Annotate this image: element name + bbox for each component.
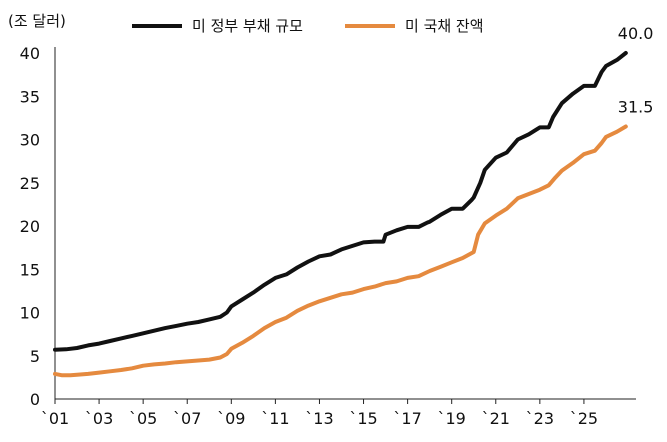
y-tick-label: 20 [20, 217, 40, 236]
y-tick-label: 10 [20, 304, 40, 323]
x-tick-label: `15 [349, 409, 377, 428]
legend-label-2: 미 국채 잔액 [405, 17, 484, 35]
y-tick-label: 0 [30, 390, 40, 409]
y-tick-label: 35 [20, 87, 40, 106]
series-line-1 [53, 51, 628, 352]
series-line-2 [53, 124, 628, 378]
x-tick-label: `05 [129, 409, 157, 428]
x-tick-label: `01 [41, 409, 69, 428]
y-tick-labels: 0 5 10 15 20 25 30 35 40 [20, 44, 40, 409]
end-value-label-2: 31.5 [618, 98, 654, 117]
y-tick-label: 40 [20, 44, 40, 63]
x-tick-label: `17 [393, 409, 421, 428]
x-tick-label: `23 [526, 409, 554, 428]
x-tick-label: `03 [85, 409, 113, 428]
y-tick-label: 15 [20, 260, 40, 279]
x-tick-labels: `01 `03 `05 `07 `09 `11 `13 `15 `17 `19 `21 `23 `25 [41, 399, 598, 428]
x-tick-label: `07 [173, 409, 201, 428]
y-tick-label: 30 [20, 131, 40, 150]
y-tick-label: 25 [20, 174, 40, 193]
legend-label-1: 미 정부 부채 규모 [192, 17, 303, 35]
x-tick-label: `25 [570, 409, 598, 428]
end-value-label-1: 40.0 [618, 24, 654, 43]
legend: 미 정부 부채 규모 미 국채 잔액 [132, 17, 484, 35]
x-tick-label: `13 [305, 409, 333, 428]
end-labels: 40.0 31.5 [618, 24, 654, 117]
x-tick-label: `19 [438, 409, 466, 428]
x-tick-label: `21 [482, 409, 510, 428]
x-tick-label: `09 [217, 409, 245, 428]
x-tick-label: `11 [261, 409, 289, 428]
series-layer [53, 51, 628, 378]
y-tick-label: 5 [30, 347, 40, 366]
axes [54, 47, 636, 400]
y-axis-unit-label: (조 달러) [8, 12, 66, 30]
